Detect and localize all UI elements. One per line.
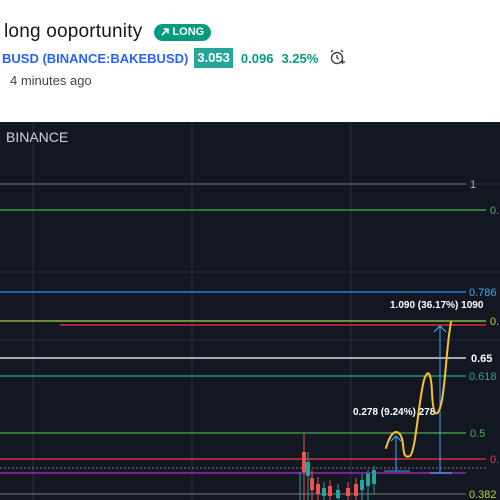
symbol-link[interactable]: BUSD (BINANCE:BAKEBUSD)	[2, 50, 189, 66]
timestamp: 4 minutes ago	[10, 73, 92, 88]
fib-label-071: 0.	[490, 316, 499, 328]
symbol-row: BUSD (BINANCE:BAKEBUSD) 3.053 0.096 3.25…	[2, 47, 346, 69]
measure-label-small: 0.278 (9.24%) 278	[353, 407, 436, 418]
price-change-percent: 3.25%	[281, 50, 319, 66]
alarm-clock-icon[interactable]	[328, 48, 346, 71]
fib-label-0886: 0.	[490, 205, 499, 217]
long-badge-label: LONG	[172, 26, 205, 38]
arrow-up-right-icon	[161, 28, 170, 36]
long-badge[interactable]: LONG	[154, 23, 212, 41]
fib-label-05: 0.5	[470, 428, 485, 440]
idea-header: long ooportunity LONG BUSD (BINANCE:BAKE…	[0, 0, 500, 122]
fib-label-065: 0.65	[471, 353, 492, 365]
fib-label-0786: 0.786	[469, 287, 497, 299]
candlesticks	[299, 434, 376, 500]
measure-arrow-up-icon	[433, 325, 447, 333]
chart-area[interactable]: 1 0. 0.786 0. 0.65 0.618 0.5 0. 0.382 1.…	[0, 122, 500, 500]
chart-canvas: 1 0. 0.786 0. 0.65 0.618 0.5 0. 0.382 1.…	[0, 122, 500, 500]
fib-label-0618: 0.618	[469, 371, 497, 383]
fib-label-1: 1	[470, 179, 476, 191]
price-box: 3.053	[194, 48, 233, 68]
fib-label-041: 0.	[490, 454, 499, 466]
exchange-label: BINANCE	[6, 129, 69, 145]
fib-label-0382: 0.382	[469, 489, 497, 500]
measure-small-arrow-icon	[390, 435, 402, 442]
measure-label-big: 1.090 (36.17%) 1090	[390, 300, 484, 311]
projection-path[interactable]	[385, 321, 452, 458]
idea-title: long ooportunity	[4, 21, 143, 42]
title-row: long ooportunity LONG	[4, 18, 212, 46]
price-change: 0.096	[240, 50, 274, 66]
